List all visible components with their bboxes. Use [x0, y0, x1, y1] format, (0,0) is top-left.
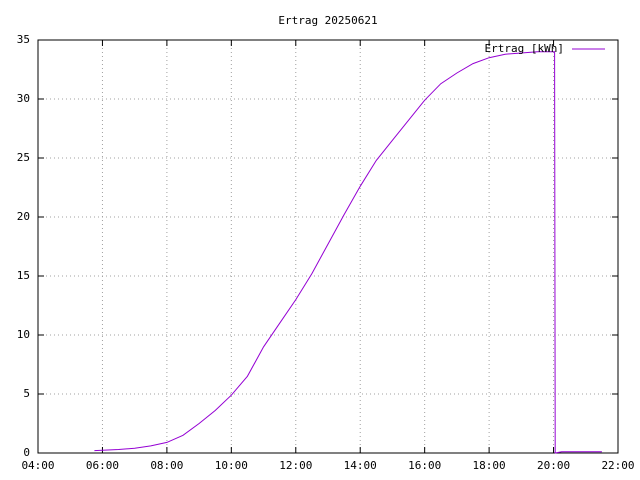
x-tick-label: 06:00 [86, 459, 119, 472]
x-tick-label: 22:00 [601, 459, 634, 472]
chart-title: Ertrag 20250621 [278, 14, 377, 27]
y-tick-label: 15 [17, 269, 30, 282]
plot-border [37, 39, 619, 454]
x-tick-label: 08:00 [150, 459, 183, 472]
x-tick-label: 20:00 [537, 459, 570, 472]
x-tick-label: 18:00 [473, 459, 506, 472]
legend-label: Ertrag [kWh] [485, 42, 564, 55]
y-tick-label: 20 [17, 210, 30, 223]
x-tick-label: 04:00 [21, 459, 54, 472]
x-tick-label: 16:00 [408, 459, 441, 472]
y-tick-label: 30 [17, 92, 30, 105]
data-line [94, 51, 602, 454]
y-tick-label: 10 [17, 328, 30, 341]
y-tick-label: 5 [23, 387, 30, 400]
x-tick-label: 10:00 [215, 459, 248, 472]
y-tick-label: 35 [17, 33, 30, 46]
x-tick-label: 12:00 [279, 459, 312, 472]
y-tick-label: 25 [17, 151, 30, 164]
y-tick-label: 0 [23, 446, 30, 459]
x-tick-label: 14:00 [344, 459, 377, 472]
